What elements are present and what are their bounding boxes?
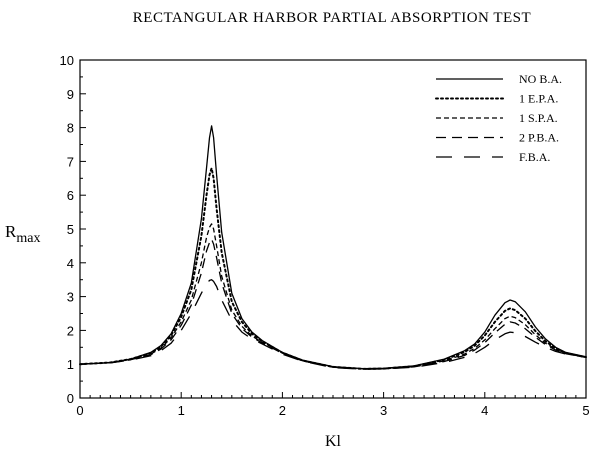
y-tick-label: 0 — [67, 391, 74, 406]
y-tick-label: 3 — [67, 290, 74, 305]
y-tick-label: 4 — [67, 256, 74, 271]
x-tick-label: 4 — [481, 403, 488, 418]
series-line — [79, 223, 587, 370]
x-tick-label: 0 — [76, 403, 83, 418]
y-tick-label: 1 — [67, 357, 74, 372]
plot-area-frame — [79, 59, 587, 399]
legend-label: 2 P.B.A. — [519, 131, 559, 145]
y-axis-label: Rmax — [5, 222, 40, 246]
chart-title: RECTANGULAR HARBOR PARTIAL ABSORPTION TE… — [133, 10, 531, 26]
x-tick-label: 1 — [178, 403, 185, 418]
y-tick-label: 2 — [67, 323, 74, 338]
x-axis-label: Kl — [325, 433, 342, 450]
legend-label: 1 E.P.A. — [519, 92, 558, 106]
series-line — [79, 279, 587, 370]
x-tick-label: 2 — [279, 403, 286, 418]
y-axis-label-subscript: max — [16, 231, 40, 246]
y-tick-label: 8 — [67, 121, 74, 136]
legend: NO B.A. 1 E.P.A. 1 S.P.A. 2 P.B.A. F.B.A. — [435, 72, 562, 164]
series-group — [79, 125, 587, 370]
legend-label: 1 S.P.A. — [519, 111, 558, 125]
series-line — [79, 238, 587, 370]
x-tick-label: 5 — [582, 403, 589, 418]
y-tick-label: 9 — [67, 87, 74, 102]
x-tick-label: 3 — [380, 403, 387, 418]
y-tick-label: 10 — [60, 53, 74, 68]
y-tick-label: 5 — [67, 222, 74, 237]
y-tick-label: 6 — [67, 188, 74, 203]
plot-frame-group — [79, 59, 587, 399]
legend-label: F.B.A. — [519, 150, 550, 164]
ticks-group: 0 1 2 3 4 5 0 1 2 3 4 5 6 7 8 9 10 — [60, 53, 590, 418]
series-line — [79, 167, 587, 370]
legend-label: NO B.A. — [519, 72, 562, 86]
y-axis-label-main: R — [5, 222, 17, 241]
y-tick-label: 7 — [67, 154, 74, 169]
